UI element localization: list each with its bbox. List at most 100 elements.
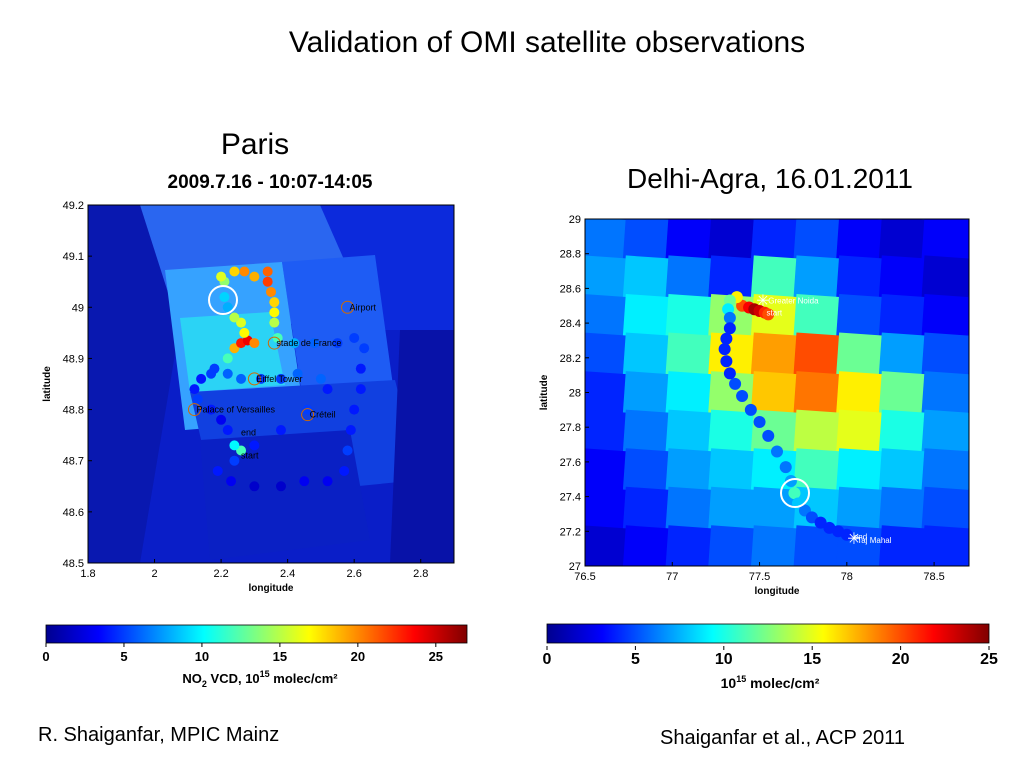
- paris-track-point: [189, 384, 200, 395]
- delhi-satellite-pixel: [665, 371, 716, 417]
- paris-landmark-label: Eiffel Tower: [256, 374, 302, 384]
- paris-track-point: [222, 302, 233, 313]
- delhi-track-point: [784, 474, 797, 487]
- colorbar-tick-label: 20: [892, 651, 910, 668]
- paris-colorbar-ticks: 0 5 10 15 20 25: [42, 643, 443, 664]
- paris-track-point: [292, 368, 303, 379]
- paris-track-point: [249, 440, 260, 451]
- paris-track-point: [226, 476, 237, 487]
- paris-track-point: [239, 266, 250, 277]
- paris-track-point: [355, 384, 366, 395]
- paris-xtick-label: 2.8: [413, 568, 428, 580]
- paris-track-point: [345, 425, 356, 436]
- delhi-landmark-label: Taj Mahal: [857, 536, 891, 545]
- paris-track-point: [212, 465, 223, 476]
- delhi-satellite-pixel: [708, 409, 758, 456]
- paris-track-point: [275, 481, 286, 492]
- delhi-plot: 76.5 77 77.5 78 78.5 27 27.2 27.4 27.6 27.8 28 28.2…: [539, 214, 970, 597]
- paris-track-point: [262, 266, 273, 277]
- delhi-xtick-label: 76.5: [574, 571, 595, 583]
- delhi-satellite-pixel: [793, 255, 844, 302]
- delhi-satellite-pixel: [585, 255, 630, 302]
- paris-track-point: [315, 373, 326, 384]
- paris-track-point: [236, 373, 247, 384]
- delhi-track-point: [744, 403, 757, 416]
- delhi-satellite-pixel: [921, 448, 969, 494]
- paris-landmark-label: Créteil: [310, 410, 336, 420]
- paris-yaxis-label: latitude: [42, 366, 53, 402]
- footer-citation: Shaiganfar et al., ACP 2011: [660, 727, 905, 749]
- paris-track-point: [216, 414, 227, 425]
- paris-plot: 1.8 2 2.2 2.4 2.6 2.8 48.5 48.6 48.7 48.8 48.9 49 49…: [42, 200, 455, 594]
- delhi-satellite-pixel: [921, 219, 969, 263]
- delhi-track-point: [771, 445, 783, 458]
- paris-chart-subtitle: 2009.7.16 - 10:07-14:05: [167, 172, 373, 193]
- paris-track-point: [355, 363, 366, 374]
- delhi-satellite-pixel: [750, 293, 801, 340]
- paris-pixel-northeast: [320, 205, 454, 330]
- paris-landmark-marker: [301, 408, 315, 422]
- delhi-satellite-pixel: [921, 486, 969, 533]
- footer-author: R. Shaiganfar, MPIC Mainz: [38, 724, 280, 746]
- paris-track: [189, 266, 370, 492]
- slide-title: Validation of OMI satellite observations: [288, 26, 806, 59]
- delhi-satellite-pixel: [878, 293, 929, 340]
- delhi-track-point: [762, 429, 775, 442]
- paris-track-point: [269, 307, 280, 318]
- delhi-satellite-pixel: [793, 525, 844, 566]
- paris-satellite-pixels: [88, 205, 454, 563]
- paris-track-point: [239, 327, 250, 338]
- delhi-satellite-pixel: [585, 409, 630, 456]
- paris-track-point: [275, 425, 286, 436]
- paris-ytick-label: 48.6: [63, 507, 84, 519]
- paris-ytick-label: 48.8: [63, 405, 84, 417]
- delhi-satellite-pixel: [585, 371, 630, 417]
- delhi-satellite-pixel: [878, 525, 929, 566]
- delhi-satellite-pixel: [878, 332, 929, 379]
- paris-track-point: [249, 481, 260, 492]
- paris-chart-title: Paris: [220, 128, 290, 161]
- paris-track-point: [309, 338, 320, 349]
- delhi-satellite-pixel: [836, 219, 886, 263]
- paris-xtick-label: 2: [151, 568, 157, 580]
- paris-track-point: [229, 440, 240, 451]
- delhi-highlight-circle: [780, 478, 810, 508]
- delhi-satellite-pixel: [921, 371, 969, 417]
- delhi-satellite-pixel: [836, 409, 886, 456]
- delhi-satellite-pixel: [921, 332, 969, 379]
- delhi-satellite-pixel: [622, 371, 673, 417]
- delhi-satellite-pixel: [708, 448, 758, 494]
- delhi-satellite-pixel: [750, 525, 801, 566]
- paris-ytick-label: 49.2: [63, 200, 84, 212]
- delhi-ytick-label: 28: [569, 388, 581, 400]
- paris-track-point: [262, 276, 273, 287]
- paris-track-point: [269, 297, 280, 308]
- paris-landmark-label: Airport: [350, 302, 377, 312]
- delhi-track-point: [720, 355, 733, 368]
- delhi-track-point: [779, 461, 792, 474]
- delhi-landmark-label: start: [767, 309, 783, 318]
- delhi-track-point: [718, 343, 731, 356]
- paris-track-point: [266, 286, 276, 297]
- paris-ytick-label: 48.5: [63, 558, 84, 570]
- delhi-satellite-pixel: [878, 219, 929, 263]
- paris-track-point: [322, 476, 333, 487]
- paris-track-point: [289, 338, 300, 349]
- delhi-satellite-pixel: [878, 409, 929, 456]
- delhi-satellite-pixel: [750, 332, 801, 379]
- paris-ytick-label: 48.9: [63, 353, 84, 365]
- paris-track-point: [339, 465, 350, 476]
- delhi-satellite-pixel: [793, 486, 844, 533]
- colorbar-tick-label: 25: [429, 649, 443, 664]
- delhi-landmark-label: Greater Noida: [768, 297, 819, 306]
- paris-track-point: [222, 353, 233, 364]
- delhi-satellite-pixel: [622, 448, 673, 494]
- delhi-satellite-pixel: [665, 219, 716, 263]
- paris-track-point: [206, 404, 217, 415]
- paris-track-point: [222, 368, 233, 379]
- delhi-xtick-label: 77.5: [749, 571, 770, 583]
- delhi-satellite-pixel: [708, 255, 758, 302]
- paris-pixel-east: [282, 255, 395, 415]
- delhi-satellite-pixel: [622, 219, 673, 263]
- delhi-satellite-pixel: [708, 486, 758, 533]
